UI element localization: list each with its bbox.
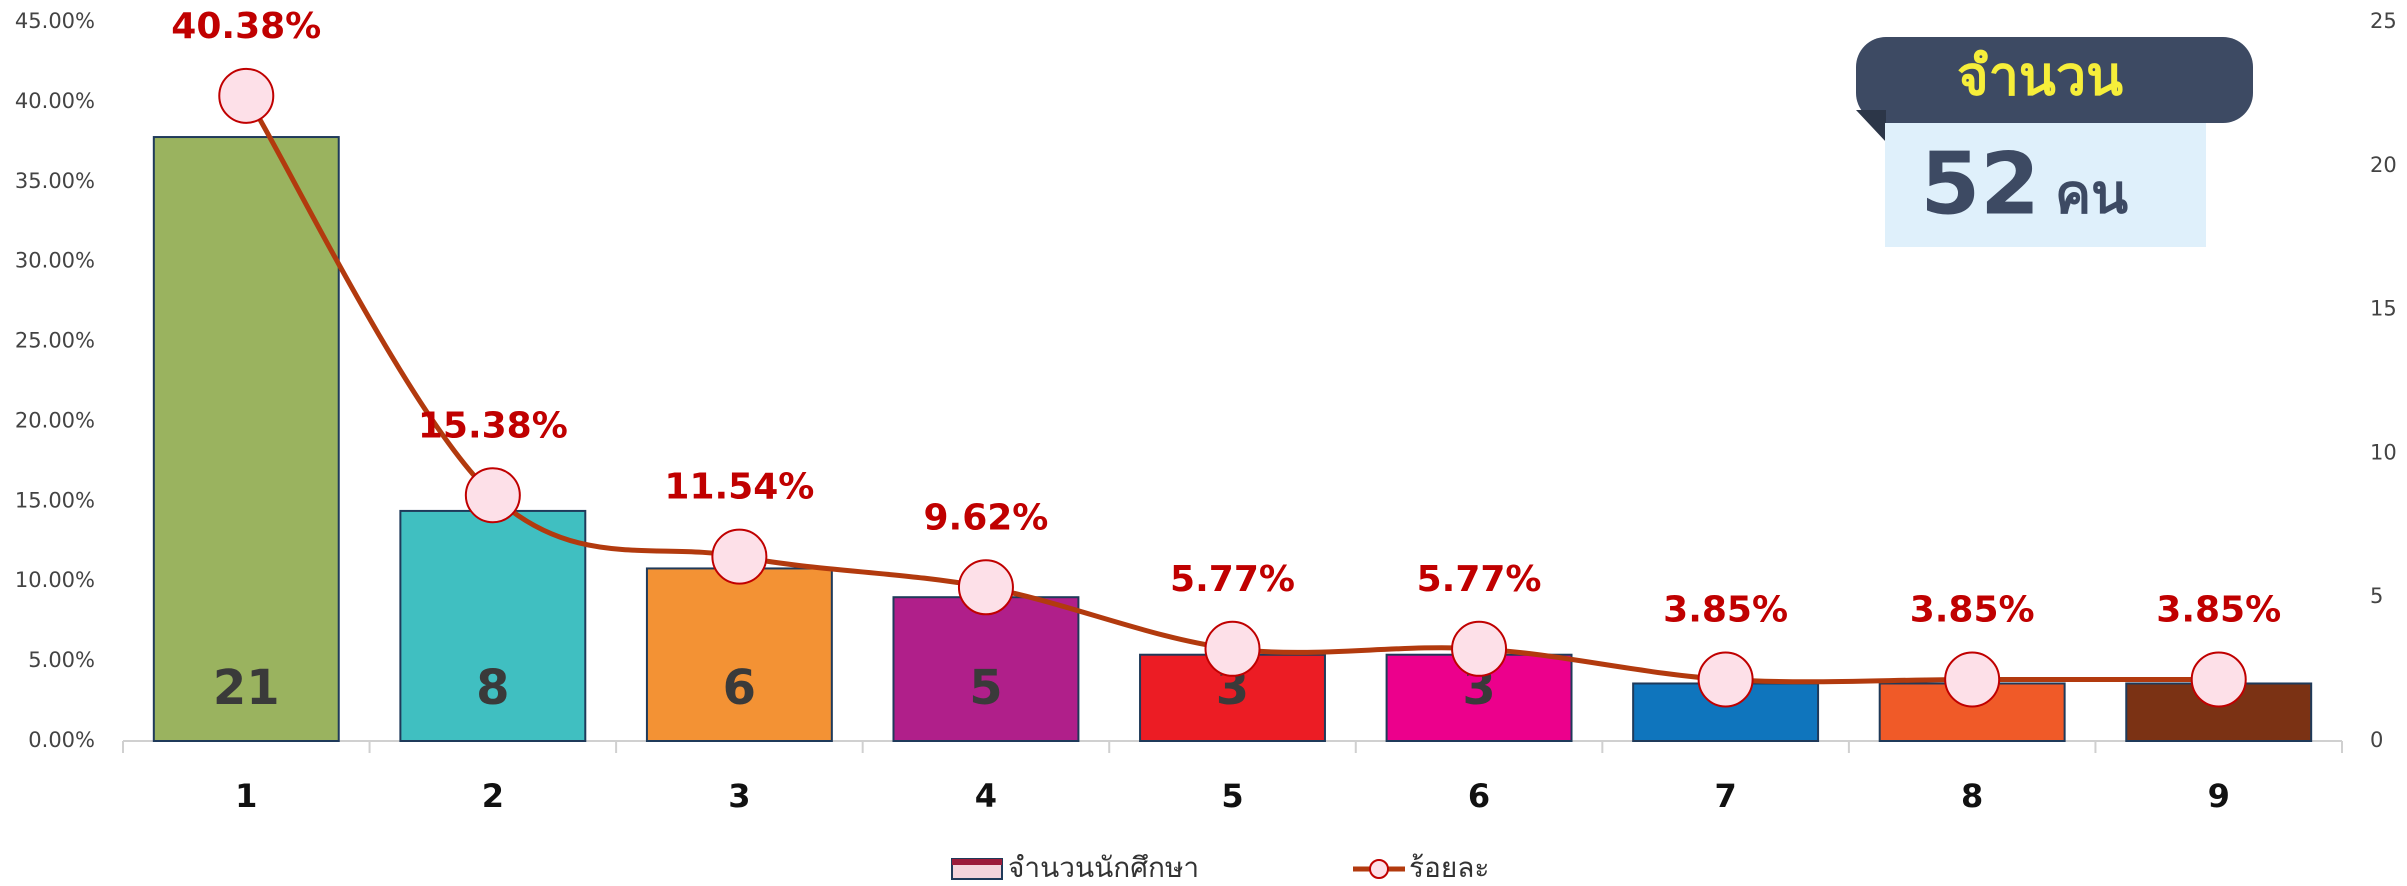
y-tick-label: 30.00%	[15, 249, 95, 273]
bar	[152, 136, 340, 743]
y2-tick-label: 20	[2370, 153, 2397, 177]
x-tick-label: 1	[235, 777, 257, 815]
y2-tick-label: 5	[2370, 584, 2383, 608]
line-value-label: 40.38%	[171, 6, 321, 47]
line-value-label: 5.77%	[1417, 559, 1542, 600]
bar	[892, 596, 1080, 743]
line-marker	[1451, 620, 1508, 677]
y2-tick-label: 10	[2370, 440, 2397, 464]
y2-tick-label: 25	[2370, 9, 2397, 33]
y-tick-label: 20.00%	[15, 408, 95, 432]
y-tick-label: 10.00%	[15, 568, 95, 592]
legend-marker	[1369, 859, 1389, 879]
line-marker	[2190, 651, 2247, 708]
line-value-label: 11.54%	[664, 467, 814, 508]
callout-number: 52	[1920, 134, 2040, 234]
line-marker	[1204, 620, 1261, 677]
y-tick-label: 25.00%	[15, 329, 95, 353]
line-value-label: 5.77%	[1170, 559, 1295, 600]
y-tick-label: 0.00%	[28, 728, 95, 752]
y2-tick-label: 0	[2370, 728, 2383, 752]
y-tick-label: 45.00%	[15, 9, 95, 33]
line-marker	[1944, 651, 2001, 708]
line-marker	[218, 67, 275, 124]
x-tick-label: 2	[482, 777, 504, 815]
bar	[645, 567, 833, 742]
x-tick-label: 4	[975, 777, 997, 815]
bar	[399, 509, 587, 743]
legend-label: จำนวนนักศึกษา	[1008, 851, 1199, 884]
line-value-label: 15.38%	[418, 405, 568, 446]
bar-value-label: 21	[213, 660, 280, 716]
x-tick-label: 5	[1221, 777, 1243, 815]
line-marker	[464, 467, 521, 524]
legend-label: ร้อยละ	[1409, 851, 1489, 884]
x-tick-label: 3	[728, 777, 750, 815]
x-tick-label: 9	[2208, 777, 2230, 815]
y-tick-label: 35.00%	[15, 169, 95, 193]
y2-tick-label: 15	[2370, 297, 2397, 321]
callout-body	[1885, 123, 2206, 247]
line-value-label: 9.62%	[923, 497, 1048, 538]
line-value-label: 3.85%	[1910, 589, 2035, 630]
y-tick-label: 15.00%	[15, 488, 95, 512]
y-tick-label: 40.00%	[15, 89, 95, 113]
bar-value-label: 8	[476, 660, 509, 716]
line-marker	[1697, 651, 1754, 708]
line-marker	[957, 559, 1014, 616]
line-marker	[711, 528, 768, 585]
line-value-label: 3.85%	[1663, 589, 1788, 630]
bar-value-label: 6	[723, 660, 756, 716]
x-tick-label: 7	[1714, 777, 1736, 815]
x-tick-label: 6	[1468, 777, 1490, 815]
x-tick-label: 8	[1961, 777, 1983, 815]
line-value-label: 3.85%	[2156, 589, 2281, 630]
callout-title: จำนวน	[1957, 45, 2123, 108]
legend-swatch-top	[952, 859, 1002, 865]
callout-tail	[1856, 110, 1886, 142]
bar-value-label: 5	[969, 660, 1002, 716]
callout-header	[1856, 37, 2253, 123]
y-tick-label: 5.00%	[28, 648, 95, 672]
callout-unit: คน	[2055, 163, 2128, 226]
